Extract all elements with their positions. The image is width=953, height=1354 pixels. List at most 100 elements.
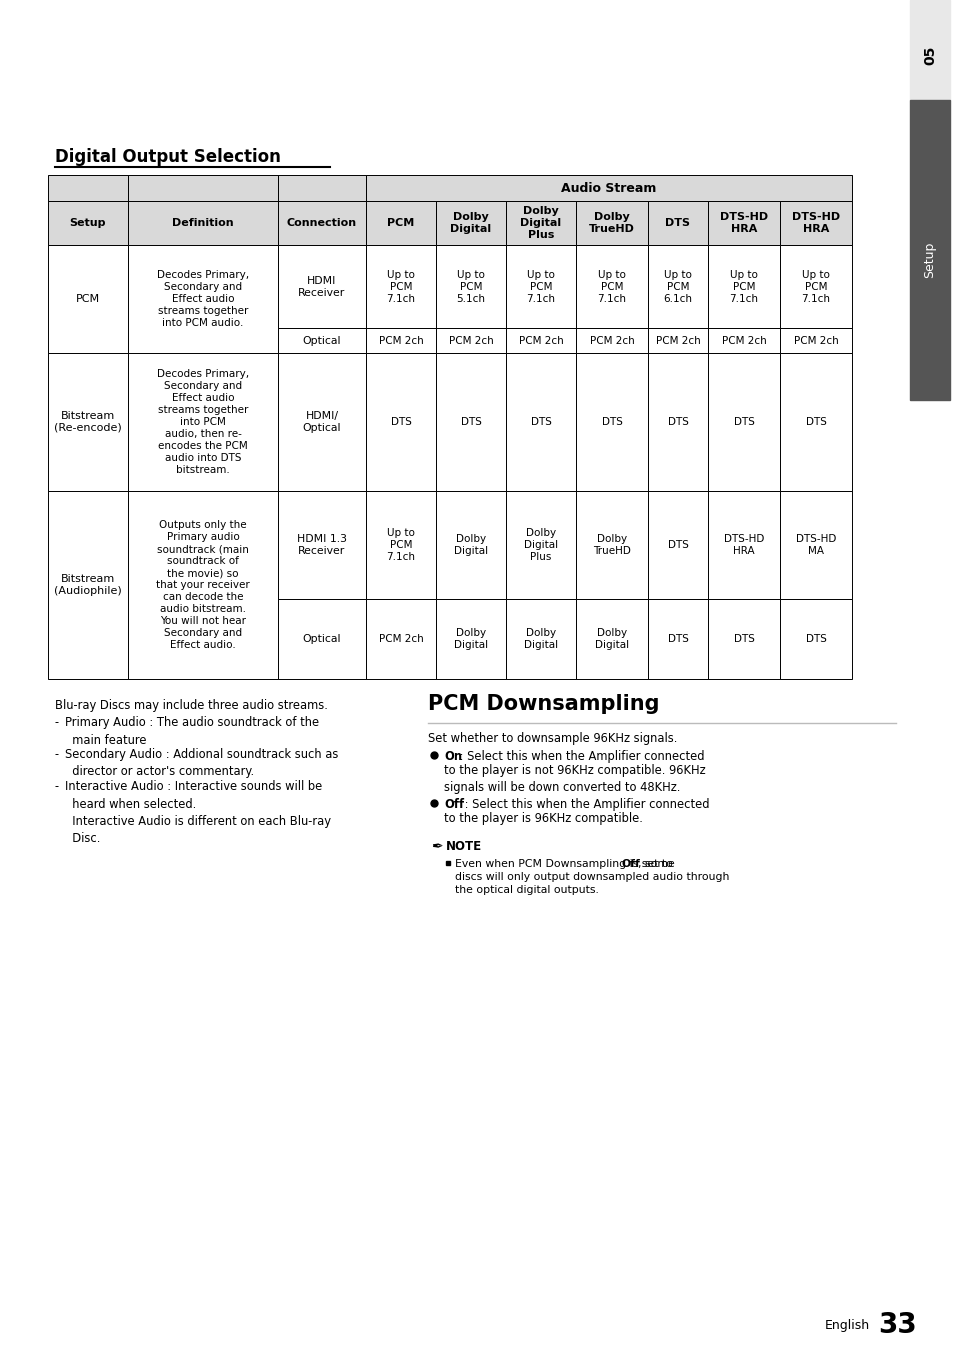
Text: PCM 2ch: PCM 2ch [589, 336, 634, 345]
Text: Up to
PCM
5.1ch: Up to PCM 5.1ch [456, 269, 485, 303]
Text: Up to
PCM
7.1ch: Up to PCM 7.1ch [526, 269, 555, 303]
Text: Up to
PCM
6.1ch: Up to PCM 6.1ch [662, 269, 692, 303]
Text: Optical: Optical [302, 634, 341, 645]
Bar [707, 245, 780, 328]
Bar [277, 353, 366, 492]
Bar [909, 0, 949, 100]
Bar [780, 200, 851, 245]
Bar [48, 492, 128, 678]
Text: DTS-HD
HRA: DTS-HD HRA [720, 213, 767, 234]
Text: PCM 2ch: PCM 2ch [378, 634, 423, 645]
Bar [366, 175, 851, 200]
Bar [277, 328, 366, 353]
Bar [647, 353, 707, 492]
Text: PCM 2ch: PCM 2ch [518, 336, 563, 345]
Text: DTS-HD
HRA: DTS-HD HRA [791, 213, 840, 234]
Bar [576, 353, 647, 492]
Text: DTS-HD
HRA: DTS-HD HRA [723, 533, 763, 556]
Text: Audio Stream: Audio Stream [560, 181, 656, 195]
Bar [707, 598, 780, 678]
Bar [366, 245, 436, 328]
Bar [505, 492, 576, 598]
Text: PCM 2ch: PCM 2ch [655, 336, 700, 345]
Text: Dolby
Digital: Dolby Digital [450, 213, 491, 234]
Text: Bitstream
(Audiophile): Bitstream (Audiophile) [54, 574, 122, 596]
Text: Decodes Primary,
Secondary and
Effect audio
streams together
into PCM audio.: Decodes Primary, Secondary and Effect au… [157, 269, 249, 328]
Text: Dolby
Digital
Plus: Dolby Digital Plus [520, 206, 561, 240]
Text: Definition: Definition [172, 218, 233, 227]
Text: Outputs only the
Primary audio
soundtrack (main
soundtrack of
the movie) so
that: Outputs only the Primary audio soundtrac… [156, 520, 250, 650]
Text: Dolby
TrueHD: Dolby TrueHD [588, 213, 635, 234]
Text: Connection: Connection [287, 218, 356, 227]
Bar [780, 245, 851, 328]
Text: DTS: DTS [804, 634, 825, 645]
Bar [436, 492, 505, 598]
Text: Up to
PCM
7.1ch: Up to PCM 7.1ch [386, 528, 416, 562]
Bar [128, 245, 277, 353]
Bar [505, 200, 576, 245]
Bar [366, 328, 436, 353]
Text: Off: Off [443, 798, 464, 811]
Bar [48, 175, 128, 200]
Bar [576, 200, 647, 245]
Text: : Select this when the Amplifier connected: : Select this when the Amplifier connect… [461, 798, 709, 811]
Text: discs will only output downsampled audio through: discs will only output downsampled audio… [455, 872, 729, 881]
Text: DTS: DTS [665, 218, 690, 227]
Text: Bitstream
(Re-encode): Bitstream (Re-encode) [54, 412, 122, 433]
Text: PCM: PCM [387, 218, 415, 227]
Text: Dolby
TrueHD: Dolby TrueHD [593, 533, 630, 556]
Bar [505, 328, 576, 353]
Text: DTS: DTS [733, 417, 754, 427]
Bar [128, 353, 277, 492]
Text: the optical digital outputs.: the optical digital outputs. [455, 886, 598, 895]
Bar [436, 200, 505, 245]
Bar [647, 328, 707, 353]
Text: NOTE: NOTE [446, 839, 481, 853]
Text: Up to
PCM
7.1ch: Up to PCM 7.1ch [801, 269, 830, 303]
Bar [505, 245, 576, 328]
Bar [707, 492, 780, 598]
Bar [647, 245, 707, 328]
Bar [48, 353, 128, 492]
Bar [647, 492, 707, 598]
Bar [48, 245, 128, 353]
Text: Secondary Audio : Addional soundtrack such as
  director or actor's commentary.: Secondary Audio : Addional soundtrack su… [65, 747, 338, 779]
Bar [366, 200, 436, 245]
Text: PCM 2ch: PCM 2ch [448, 336, 493, 345]
Text: Up to
PCM
7.1ch: Up to PCM 7.1ch [597, 269, 626, 303]
Text: Set whether to downsample 96KHz signals.: Set whether to downsample 96KHz signals. [428, 733, 677, 745]
Bar [780, 353, 851, 492]
Text: DTS: DTS [530, 417, 551, 427]
Bar [576, 492, 647, 598]
Text: DTS: DTS [804, 417, 825, 427]
Text: DTS: DTS [667, 634, 688, 645]
Bar [436, 598, 505, 678]
Text: Setup: Setup [923, 242, 936, 278]
Text: ✒: ✒ [431, 839, 442, 854]
Text: DTS-HD
MA: DTS-HD MA [795, 533, 836, 556]
Text: PCM: PCM [76, 294, 100, 305]
Text: -: - [55, 780, 63, 793]
Text: HDMI 1.3
Receiver: HDMI 1.3 Receiver [296, 533, 347, 556]
Text: Dolby
Digital: Dolby Digital [523, 628, 558, 650]
Text: DTS: DTS [733, 634, 754, 645]
Text: HDMI/
Optical: HDMI/ Optical [302, 412, 341, 433]
Bar [780, 328, 851, 353]
Text: Setup: Setup [70, 218, 106, 227]
Bar [576, 598, 647, 678]
Bar [128, 175, 277, 200]
Text: DTS: DTS [601, 417, 621, 427]
Text: Dolby
Digital: Dolby Digital [454, 533, 488, 556]
Bar [277, 175, 366, 200]
Text: Dolby
Digital: Dolby Digital [454, 628, 488, 650]
Text: HDMI
Receiver: HDMI Receiver [298, 275, 345, 298]
Bar [128, 492, 277, 678]
Bar [707, 328, 780, 353]
Bar [647, 200, 707, 245]
Text: Up to
PCM
7.1ch: Up to PCM 7.1ch [386, 269, 416, 303]
Text: PCM 2ch: PCM 2ch [720, 336, 765, 345]
Bar [366, 598, 436, 678]
Text: Digital Output Selection: Digital Output Selection [55, 148, 280, 167]
Text: -: - [55, 747, 63, 761]
Text: : Select this when the Amplifier connected: : Select this when the Amplifier connect… [456, 750, 703, 764]
